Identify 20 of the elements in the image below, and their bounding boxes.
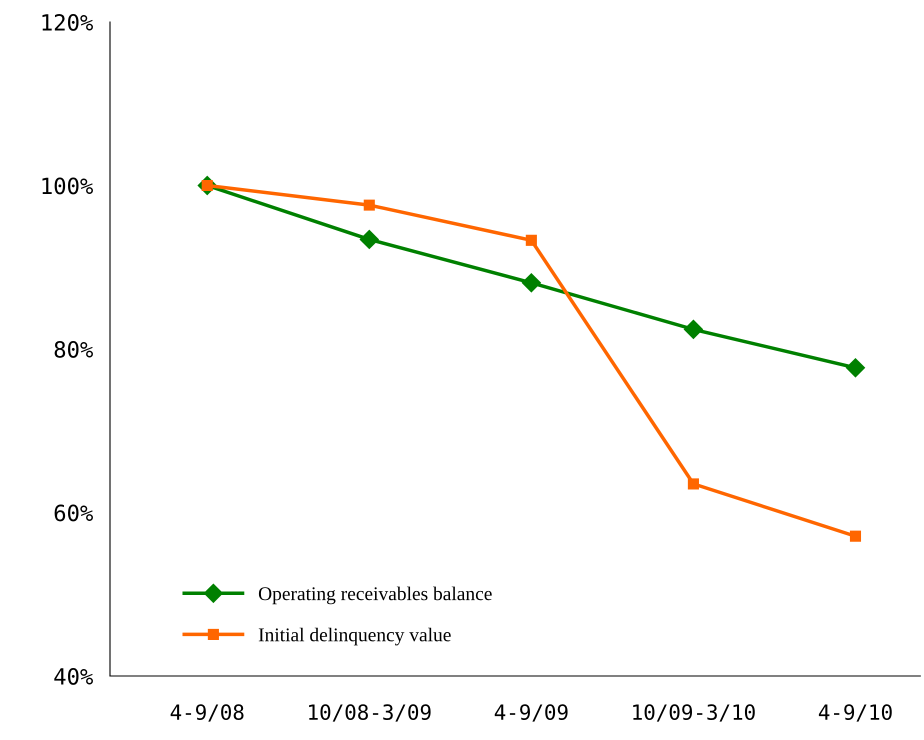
point: [846, 358, 866, 378]
y-tick-label: 120%: [42, 14, 93, 31]
point: [526, 234, 537, 246]
point: [684, 320, 703, 339]
x-tick-label: 4-9/10: [818, 704, 892, 722]
y-tick-label: 100%: [42, 178, 93, 194]
x-tick-label: 10/09-3/10: [633, 704, 755, 722]
legend-label: Operating receivables balance: [258, 586, 492, 604]
point: [522, 273, 541, 292]
x-tick-label: 10/08-3/09: [309, 704, 431, 722]
y-tick-label: 40%: [54, 668, 93, 685]
point: [360, 230, 379, 249]
point: [364, 200, 375, 211]
point: [688, 478, 699, 490]
point: [850, 530, 862, 542]
y-tick-label: 60%: [54, 504, 93, 522]
x-tick-label: 4-9/08: [170, 704, 244, 722]
legend-label: Initial delinquency value: [258, 628, 451, 646]
x-tick-label: 4-9/09: [494, 704, 568, 722]
y-tick-label: 80%: [54, 341, 93, 358]
